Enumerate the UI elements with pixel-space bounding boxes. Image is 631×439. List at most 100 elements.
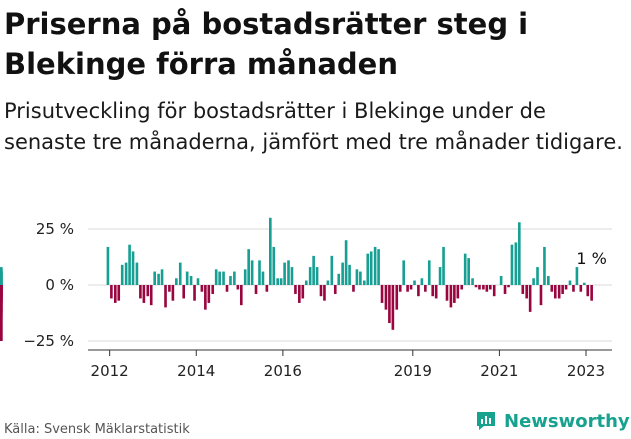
bar [204, 285, 207, 310]
bar [304, 280, 308, 285]
bar [142, 285, 146, 303]
bar [438, 267, 442, 285]
bar [482, 285, 485, 290]
bar [456, 285, 460, 299]
bar [474, 285, 478, 288]
labels: 25 % 0 % −25 % 2012 2014 2016 2019 2021 2023 1 % [23, 220, 607, 380]
bar [514, 242, 518, 285]
bar [431, 285, 435, 297]
bar [539, 285, 543, 306]
bar [499, 276, 503, 285]
bar [420, 278, 424, 285]
bar [471, 278, 474, 285]
bar [308, 267, 312, 285]
bar [402, 260, 406, 285]
bar [323, 285, 326, 301]
bar [135, 262, 139, 285]
bar [312, 255, 315, 285]
bar [229, 276, 232, 285]
x-tick-label: 2019 [394, 362, 432, 380]
bar [579, 285, 583, 292]
brand-logo[interactable]: Newsworthy [474, 409, 630, 433]
bar [582, 282, 586, 285]
bar [528, 285, 532, 312]
bar [149, 285, 153, 306]
y-tick-label: 0 % [45, 276, 74, 294]
bar [0, 267, 3, 285]
bar [139, 285, 142, 299]
bar [492, 285, 496, 297]
chart-title: Priserna på bostadsrätter steg i Bleking… [4, 7, 529, 81]
bar [254, 285, 258, 294]
bar [258, 260, 261, 285]
bar [485, 285, 489, 292]
bar [290, 267, 294, 285]
bar [337, 273, 341, 285]
bar [225, 285, 229, 292]
bar [510, 244, 514, 285]
y-tick-label: 25 % [36, 220, 74, 238]
bars [0, 217, 593, 341]
chart-subtitle: Prisutveckling för bostadsrätter i Bleki… [4, 99, 623, 154]
bar [265, 285, 269, 292]
bar [388, 285, 391, 324]
bar [572, 285, 575, 292]
bar [178, 262, 182, 285]
bar [0, 285, 3, 317]
x-tick-label: 2023 [567, 362, 605, 380]
bar [157, 273, 160, 285]
bar [366, 253, 370, 285]
x-tick-label: 2021 [480, 362, 518, 380]
bar [294, 285, 297, 294]
bar [424, 285, 427, 292]
bar [171, 285, 175, 301]
x-tick-label: 2016 [264, 362, 302, 380]
bar [117, 285, 121, 301]
bar [413, 280, 416, 285]
bar [319, 285, 323, 297]
bar [521, 285, 525, 294]
bar [279, 278, 283, 285]
bar [557, 285, 561, 299]
x-tick-label: 2014 [177, 362, 215, 380]
bar [503, 285, 507, 294]
bar [182, 285, 186, 299]
bar [247, 249, 250, 285]
bar [196, 278, 200, 285]
bar [478, 285, 481, 290]
bar [550, 285, 554, 292]
bar [409, 285, 413, 290]
newsworthy-icon [477, 412, 495, 430]
bar [185, 271, 189, 285]
bar [449, 285, 453, 308]
bar [298, 285, 301, 303]
x-tick-label: 2012 [91, 362, 129, 380]
bar [239, 285, 243, 306]
bar [250, 260, 254, 285]
bar [564, 285, 568, 290]
bar [175, 278, 178, 285]
bar [384, 285, 388, 310]
bar [261, 271, 265, 285]
bar [406, 285, 409, 292]
bar [427, 260, 431, 285]
bar [395, 285, 399, 310]
bar [463, 253, 467, 285]
bar [553, 285, 557, 299]
bar [193, 285, 196, 301]
bar [445, 285, 449, 301]
bar [453, 285, 456, 303]
bar [590, 285, 593, 301]
bar [124, 262, 128, 285]
bar [373, 246, 377, 285]
bar [525, 285, 528, 299]
bar [211, 285, 215, 294]
bar [301, 285, 305, 299]
brand-name: Newsworthy [504, 410, 630, 432]
bar [243, 269, 247, 285]
bar [380, 285, 384, 303]
bar [391, 285, 395, 330]
bar [489, 285, 492, 290]
bar [276, 278, 279, 285]
